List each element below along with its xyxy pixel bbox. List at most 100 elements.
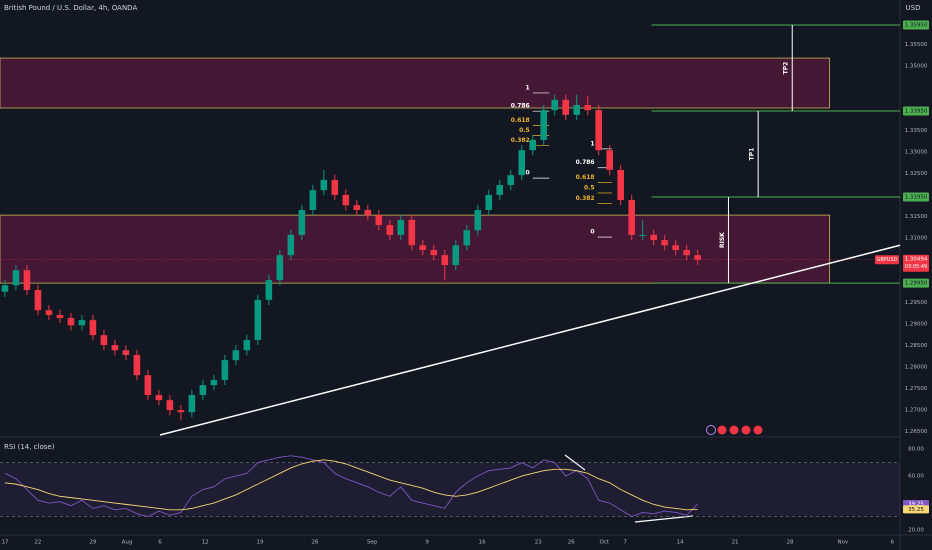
measure-label: TP1	[749, 148, 756, 161]
icon	[741, 425, 751, 435]
x-tick-label: 7	[623, 540, 627, 546]
rsi-line	[4, 459, 698, 511]
fib-label: 0.618	[576, 174, 595, 181]
candle-body	[507, 175, 515, 186]
icon	[729, 425, 739, 435]
currency: USD	[906, 4, 921, 12]
divergence-line	[634, 515, 694, 523]
countdown: 03:05:49	[905, 264, 927, 270]
candle-body	[408, 219, 416, 246]
candle-body	[166, 400, 174, 411]
candle-body	[188, 394, 196, 413]
x-tick-label: 17	[1, 540, 8, 546]
x-tick-label: 19	[257, 540, 264, 546]
fib-label: 0.618	[511, 117, 530, 124]
candle-body	[364, 209, 372, 216]
trendline	[159, 244, 901, 436]
candle-body	[342, 194, 350, 206]
y-tick-label: 1.35500	[905, 42, 928, 48]
icon	[706, 425, 716, 435]
x-tick-label: Aug	[122, 540, 133, 546]
candle-body	[276, 255, 284, 281]
y-tick-label: 1.26500	[905, 429, 928, 435]
level-label: 1.31950	[905, 195, 928, 201]
fib-label: 1	[526, 84, 530, 91]
zone	[0, 57, 831, 109]
x-tick-label: 26	[312, 540, 319, 546]
measure-label: TP2	[783, 62, 790, 75]
icons	[706, 425, 763, 435]
x-tick-label: 9	[425, 540, 429, 546]
candle-body	[628, 200, 636, 235]
candle-body	[551, 99, 559, 111]
candle-body	[661, 240, 668, 246]
level-label: 1.35950	[905, 22, 928, 28]
candle-body	[683, 249, 690, 256]
candle-body	[485, 194, 493, 210]
rsi-value-bg	[903, 505, 929, 514]
candle-body	[650, 234, 657, 241]
candle-body	[45, 310, 53, 315]
chart-title: British Pound / U.S. Dollar, 4h, OANDA	[4, 4, 137, 12]
candle-body	[56, 314, 64, 318]
level-label-bg	[903, 20, 929, 30]
fib-label: 0.5	[519, 127, 530, 134]
candle-body	[529, 139, 537, 151]
candle-body	[67, 317, 75, 326]
candle-body	[639, 234, 646, 236]
measure-label: RISK	[719, 232, 726, 248]
candle-body	[397, 219, 405, 235]
level-label-bg	[903, 278, 929, 288]
candle-body	[441, 255, 449, 266]
y-tick-label: 1.32500	[905, 171, 928, 177]
icon	[717, 425, 727, 435]
candle-body	[12, 270, 20, 286]
rsi-line	[4, 455, 698, 518]
candle-body	[210, 379, 218, 386]
y-tick-label: 1.27000	[905, 408, 928, 414]
candle-body	[1, 285, 9, 292]
candle-body	[155, 394, 163, 401]
fib-label: 0.786	[511, 103, 530, 110]
y-tick-label: 1.28000	[905, 365, 928, 371]
candle-body	[463, 230, 471, 246]
rsi-tick-label: 60.00	[908, 474, 924, 480]
symbol-bg	[875, 255, 899, 265]
candle-body	[595, 110, 603, 151]
candle-body	[375, 215, 383, 226]
candle-body	[562, 99, 570, 115]
last-price-bg	[903, 254, 929, 272]
last-price-label: 1.30494	[905, 257, 928, 263]
candle-body	[430, 249, 438, 256]
y-tick-label: 1.27500	[905, 386, 928, 392]
candle-body	[606, 150, 614, 170]
candle-body	[89, 320, 97, 336]
candle-body	[133, 354, 141, 376]
candle-body	[419, 245, 427, 250]
candle-body	[474, 209, 482, 231]
x-tick-label: Oct	[599, 540, 609, 546]
y-tick-label: 1.29500	[905, 300, 928, 306]
y-tick-label: 1.28500	[905, 343, 928, 349]
candle-body	[78, 320, 86, 326]
fib-label: 0.382	[576, 195, 595, 202]
x-tick-label: Sep	[367, 540, 378, 546]
candle-body	[331, 179, 339, 195]
candle-body	[111, 345, 119, 351]
candle-body	[617, 169, 625, 201]
candle-body	[34, 290, 42, 311]
candle-body	[496, 185, 504, 195]
candle-body	[672, 245, 679, 250]
candle-body	[221, 360, 229, 380]
candle-body	[122, 350, 130, 355]
level-label-bg	[903, 192, 929, 202]
candle-body	[144, 375, 152, 395]
band-fill	[0, 462, 900, 517]
y-tick-label: 1.33000	[905, 149, 928, 155]
symbol-label: GBPUSD	[876, 257, 897, 263]
y-tick-label: 1.31000	[905, 235, 928, 241]
candle-body	[287, 234, 295, 256]
candle-body	[23, 270, 31, 290]
